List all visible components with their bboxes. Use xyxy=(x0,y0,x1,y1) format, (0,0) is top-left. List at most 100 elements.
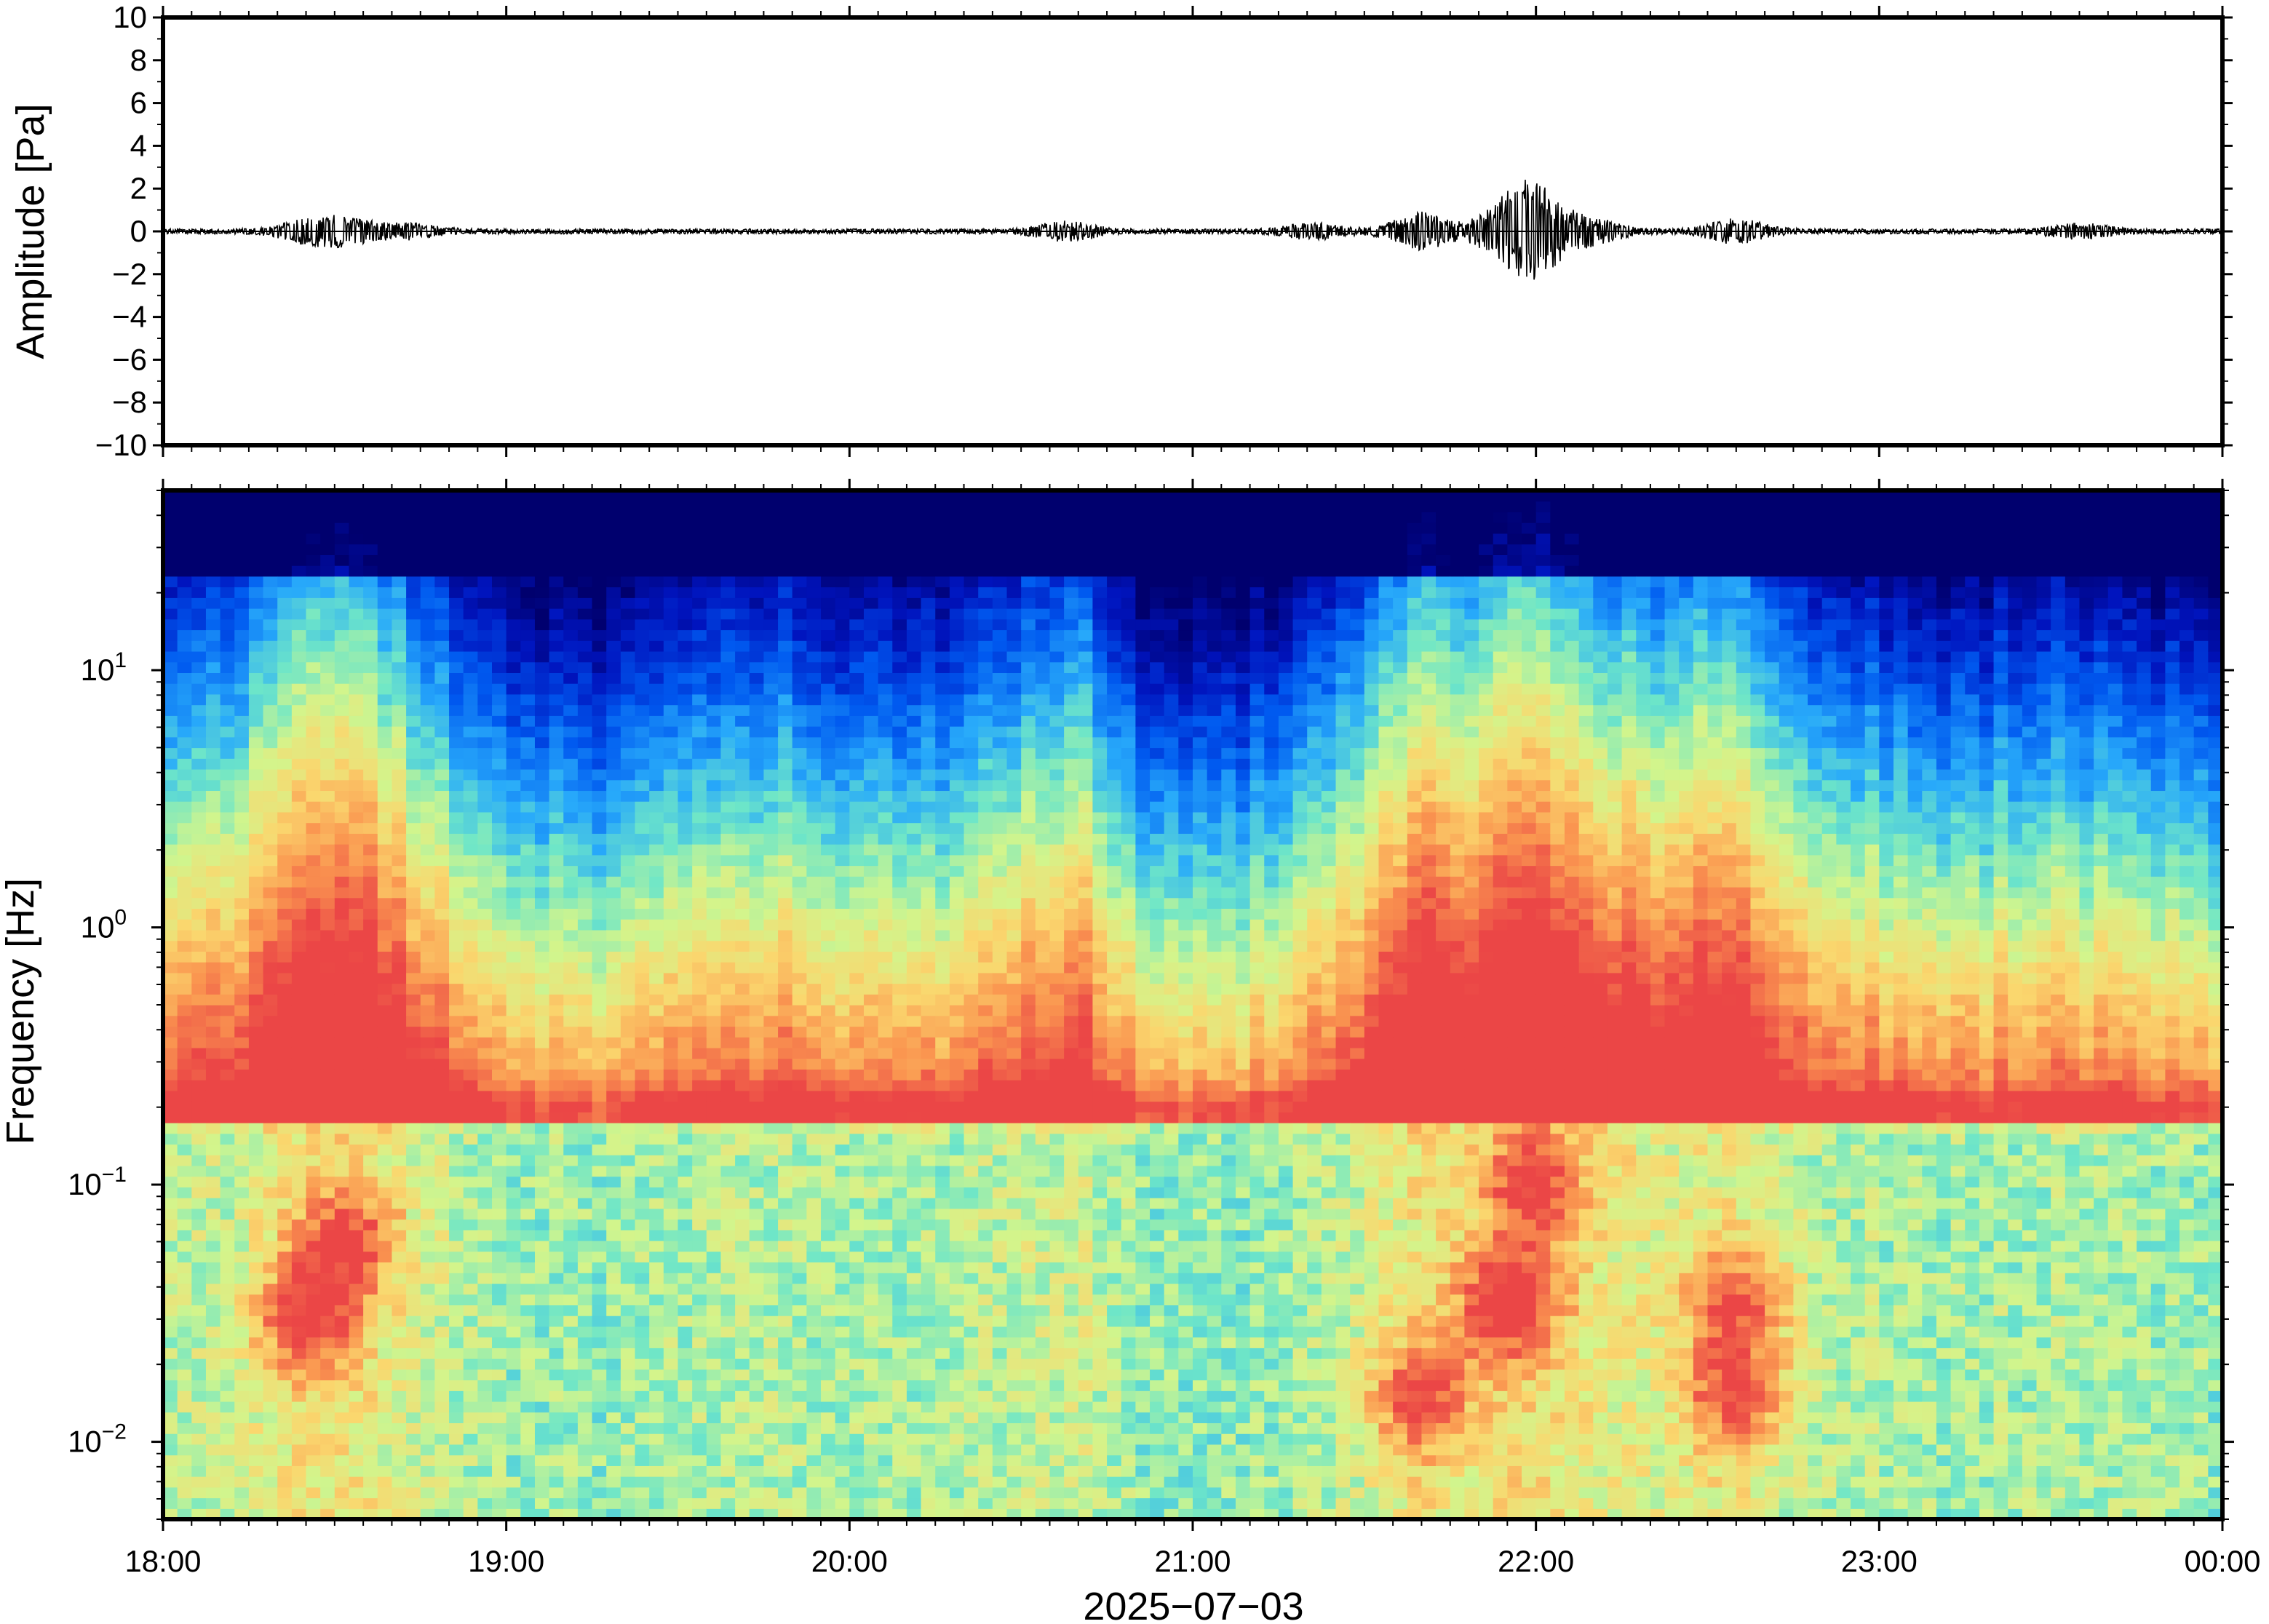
spectrogram-cell xyxy=(477,1176,493,1187)
spectrogram-cell xyxy=(635,844,650,856)
spectrogram-cell xyxy=(592,929,607,942)
spectrogram-cell xyxy=(763,1262,779,1273)
spectrogram-cell xyxy=(534,1262,550,1273)
spectrogram-cell xyxy=(720,1230,736,1241)
spectrogram-cell xyxy=(420,844,435,856)
spectrogram-cell xyxy=(263,1369,278,1381)
spectrogram-cell xyxy=(492,1262,507,1273)
spectrogram-cell xyxy=(835,1230,850,1241)
spectrogram-cell xyxy=(706,1326,722,1338)
spectrogram-cell xyxy=(392,919,407,931)
spectrogram-cell xyxy=(520,726,536,738)
spectrogram-cell xyxy=(291,1133,307,1145)
spectrogram-cell xyxy=(806,1508,822,1519)
spectrogram-cell xyxy=(534,661,550,673)
spectrogram-cell xyxy=(720,1037,736,1048)
spectrogram-cell xyxy=(420,747,435,759)
spectrogram-cell xyxy=(606,1273,621,1284)
spectrogram-cell xyxy=(334,1444,350,1456)
spectrogram-cell xyxy=(620,1262,636,1273)
spectrogram-cell xyxy=(205,501,221,513)
spectrogram-cell xyxy=(177,1219,192,1230)
spectrogram-cell xyxy=(463,1433,478,1445)
spectrogram-cell xyxy=(191,983,207,995)
spectrogram-cell xyxy=(420,1422,435,1434)
spectrogram-cell xyxy=(163,833,178,845)
spectrogram-cell xyxy=(749,876,765,888)
spectrogram-cell xyxy=(549,811,564,824)
spectrogram-cell xyxy=(649,1262,664,1273)
spectrogram-cell xyxy=(806,1080,822,1091)
spectrogram-cell xyxy=(706,1026,722,1038)
spectrogram-cell xyxy=(320,1069,335,1080)
spectrogram-cell xyxy=(463,929,478,942)
spectrogram-cell xyxy=(277,1241,293,1252)
spectrogram-cell xyxy=(306,1508,321,1519)
spectrogram-cell xyxy=(492,565,507,577)
spectrogram-cell xyxy=(520,1454,536,1466)
spectrogram-cell xyxy=(835,779,850,792)
spectrogram-cell xyxy=(835,554,850,566)
spectrogram-cell xyxy=(806,1433,822,1445)
spectrogram-cell xyxy=(506,533,521,545)
spectrogram-cell xyxy=(291,972,307,984)
spectrogram-cell xyxy=(763,501,779,513)
spectrogram-cell xyxy=(306,1412,321,1424)
spectrogram-cell xyxy=(363,1337,378,1348)
spectrogram-cell xyxy=(234,801,250,813)
spectrogram-cell xyxy=(549,1187,564,1198)
spectrogram-cell xyxy=(492,1454,507,1466)
spectrogram-cell xyxy=(849,1315,865,1327)
spectrogram-cell xyxy=(191,544,207,555)
spectrogram-cell xyxy=(320,704,335,716)
spectrogram-cell xyxy=(620,1047,636,1059)
spectrogram-cell xyxy=(592,1358,607,1370)
spectrogram-cell xyxy=(720,1047,736,1059)
spectrogram-cell xyxy=(749,1058,765,1070)
spectrogram-cell xyxy=(449,715,464,727)
spectrogram-cell xyxy=(520,972,536,984)
spectrogram-cell xyxy=(506,1337,521,1348)
spectrogram-cell xyxy=(835,1454,850,1466)
spectrogram-cell xyxy=(763,1348,779,1359)
spectrogram-cell xyxy=(835,726,850,738)
spectrogram-cell xyxy=(234,1176,250,1187)
spectrogram-cell xyxy=(163,1015,178,1027)
spectrogram-cell xyxy=(720,1444,736,1456)
spectrogram-cell xyxy=(763,929,779,942)
spectrogram-cell xyxy=(649,1165,664,1177)
spectrogram-cell xyxy=(735,629,750,641)
spectrogram-cell xyxy=(821,886,836,899)
spectrogram-cell xyxy=(434,833,450,845)
spectrogram-cell xyxy=(349,1337,364,1348)
spectrogram-cell xyxy=(749,1187,765,1198)
spectrogram-cell xyxy=(334,1037,350,1048)
spectrogram-cell xyxy=(520,1005,536,1016)
spectrogram-cell xyxy=(492,1305,507,1316)
spectrogram-cell xyxy=(863,854,879,867)
spectrogram-cell xyxy=(649,683,664,695)
spectrogram-cell xyxy=(163,1112,178,1123)
spectrogram-cell xyxy=(349,1380,364,1391)
spectrogram-cell xyxy=(220,1187,235,1198)
spectrogram-cell xyxy=(406,1133,421,1145)
spectrogram-cell xyxy=(821,1144,836,1155)
spectrogram-cell xyxy=(534,565,550,577)
spectrogram-cell xyxy=(334,554,350,566)
spectrogram-cell xyxy=(706,854,722,867)
spectrogram-cell xyxy=(749,618,765,631)
spectrogram-cell xyxy=(620,1380,636,1391)
spectrogram-cell xyxy=(677,811,693,824)
spectrogram-cell xyxy=(835,1369,850,1381)
spectrogram-cell xyxy=(234,1380,250,1391)
spectrogram-cell xyxy=(720,1412,736,1424)
spectrogram-cell xyxy=(735,1380,750,1391)
spectrogram-cell xyxy=(663,1305,679,1316)
spectrogram-cell xyxy=(234,554,250,566)
spectrogram-cell xyxy=(291,1476,307,1488)
spectrogram-cell xyxy=(520,1348,536,1359)
spectrogram-cell xyxy=(863,715,879,727)
spectrogram-cell xyxy=(778,1133,793,1145)
spectrogram-cell xyxy=(291,876,307,888)
spectrogram-cell xyxy=(248,1219,264,1230)
